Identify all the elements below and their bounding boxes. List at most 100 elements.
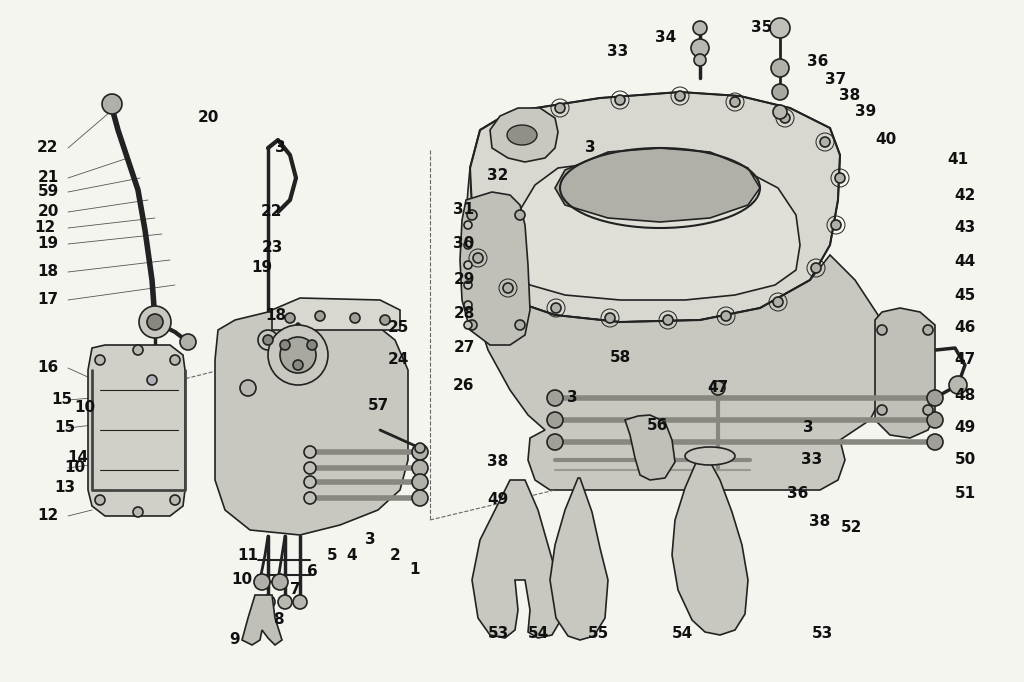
Circle shape: [133, 345, 143, 355]
Circle shape: [307, 340, 317, 350]
Ellipse shape: [507, 125, 537, 145]
Circle shape: [304, 492, 316, 504]
Circle shape: [473, 253, 483, 263]
Text: 48: 48: [954, 387, 976, 402]
Circle shape: [304, 462, 316, 474]
Text: 15: 15: [51, 393, 73, 408]
Circle shape: [464, 241, 472, 249]
Text: 47: 47: [954, 353, 976, 368]
Circle shape: [547, 412, 563, 428]
Polygon shape: [242, 595, 282, 645]
Circle shape: [949, 376, 967, 394]
Circle shape: [95, 495, 105, 505]
Text: 36: 36: [807, 55, 828, 70]
Text: 32: 32: [487, 168, 509, 183]
Text: 54: 54: [527, 627, 549, 642]
Text: 18: 18: [38, 265, 58, 280]
Circle shape: [350, 313, 360, 323]
Text: 19: 19: [252, 261, 272, 276]
Circle shape: [730, 97, 740, 107]
Polygon shape: [490, 108, 558, 162]
Circle shape: [170, 355, 180, 365]
Circle shape: [261, 595, 275, 609]
Circle shape: [605, 313, 615, 323]
Text: 3: 3: [365, 533, 376, 548]
Circle shape: [464, 261, 472, 269]
Text: 49: 49: [954, 421, 976, 436]
Circle shape: [831, 220, 841, 230]
Text: 44: 44: [954, 254, 976, 269]
Text: 15: 15: [54, 421, 76, 436]
Circle shape: [503, 283, 513, 293]
Circle shape: [304, 446, 316, 458]
Circle shape: [180, 334, 196, 350]
Circle shape: [770, 18, 790, 38]
Circle shape: [515, 210, 525, 220]
Text: 45: 45: [954, 288, 976, 303]
Circle shape: [304, 476, 316, 488]
Text: 26: 26: [454, 379, 475, 394]
Text: 49: 49: [487, 492, 509, 507]
Text: 20: 20: [198, 110, 219, 125]
Text: 11: 11: [238, 548, 258, 563]
Text: 46: 46: [954, 321, 976, 336]
Circle shape: [254, 574, 270, 590]
Text: 7: 7: [290, 582, 300, 597]
Text: 34: 34: [655, 31, 677, 46]
Text: 21: 21: [37, 170, 58, 186]
Text: 4: 4: [347, 548, 357, 563]
Text: 10: 10: [231, 572, 253, 587]
Circle shape: [293, 360, 303, 370]
Circle shape: [515, 320, 525, 330]
Text: 37: 37: [825, 72, 847, 87]
Polygon shape: [272, 298, 400, 330]
Text: 35: 35: [752, 20, 773, 35]
Circle shape: [711, 381, 725, 395]
Circle shape: [293, 350, 303, 360]
Circle shape: [147, 314, 163, 330]
Ellipse shape: [685, 447, 735, 465]
Text: 14: 14: [68, 451, 88, 466]
Circle shape: [280, 337, 316, 373]
Circle shape: [923, 405, 933, 415]
Circle shape: [663, 315, 673, 325]
Text: 54: 54: [672, 627, 692, 642]
Circle shape: [467, 210, 477, 220]
Circle shape: [693, 21, 707, 35]
Circle shape: [139, 306, 171, 338]
Text: 16: 16: [37, 361, 58, 376]
Circle shape: [615, 95, 625, 105]
Text: 25: 25: [387, 321, 409, 336]
Circle shape: [170, 495, 180, 505]
Text: 20: 20: [37, 205, 58, 220]
Circle shape: [772, 84, 788, 100]
Circle shape: [555, 103, 565, 113]
Circle shape: [285, 313, 295, 323]
Circle shape: [927, 412, 943, 428]
Text: 22: 22: [261, 205, 283, 220]
Circle shape: [464, 221, 472, 229]
Text: 27: 27: [454, 340, 475, 355]
Text: 31: 31: [454, 203, 474, 218]
Circle shape: [293, 595, 307, 609]
Text: 28: 28: [454, 306, 475, 321]
Text: 10: 10: [75, 400, 95, 415]
Circle shape: [773, 105, 787, 119]
Circle shape: [467, 320, 477, 330]
Polygon shape: [672, 458, 748, 635]
Text: 30: 30: [454, 237, 475, 252]
Circle shape: [675, 91, 685, 101]
Circle shape: [263, 335, 273, 345]
Text: 41: 41: [947, 153, 969, 168]
Polygon shape: [510, 160, 800, 300]
Text: 51: 51: [954, 486, 976, 501]
Text: 50: 50: [954, 452, 976, 467]
Text: 38: 38: [809, 514, 830, 529]
Circle shape: [280, 337, 316, 373]
Text: 53: 53: [811, 627, 833, 642]
Circle shape: [773, 297, 783, 307]
Text: 8: 8: [272, 612, 284, 627]
Text: 13: 13: [54, 481, 76, 496]
Text: 29: 29: [454, 273, 475, 288]
Circle shape: [258, 330, 278, 350]
